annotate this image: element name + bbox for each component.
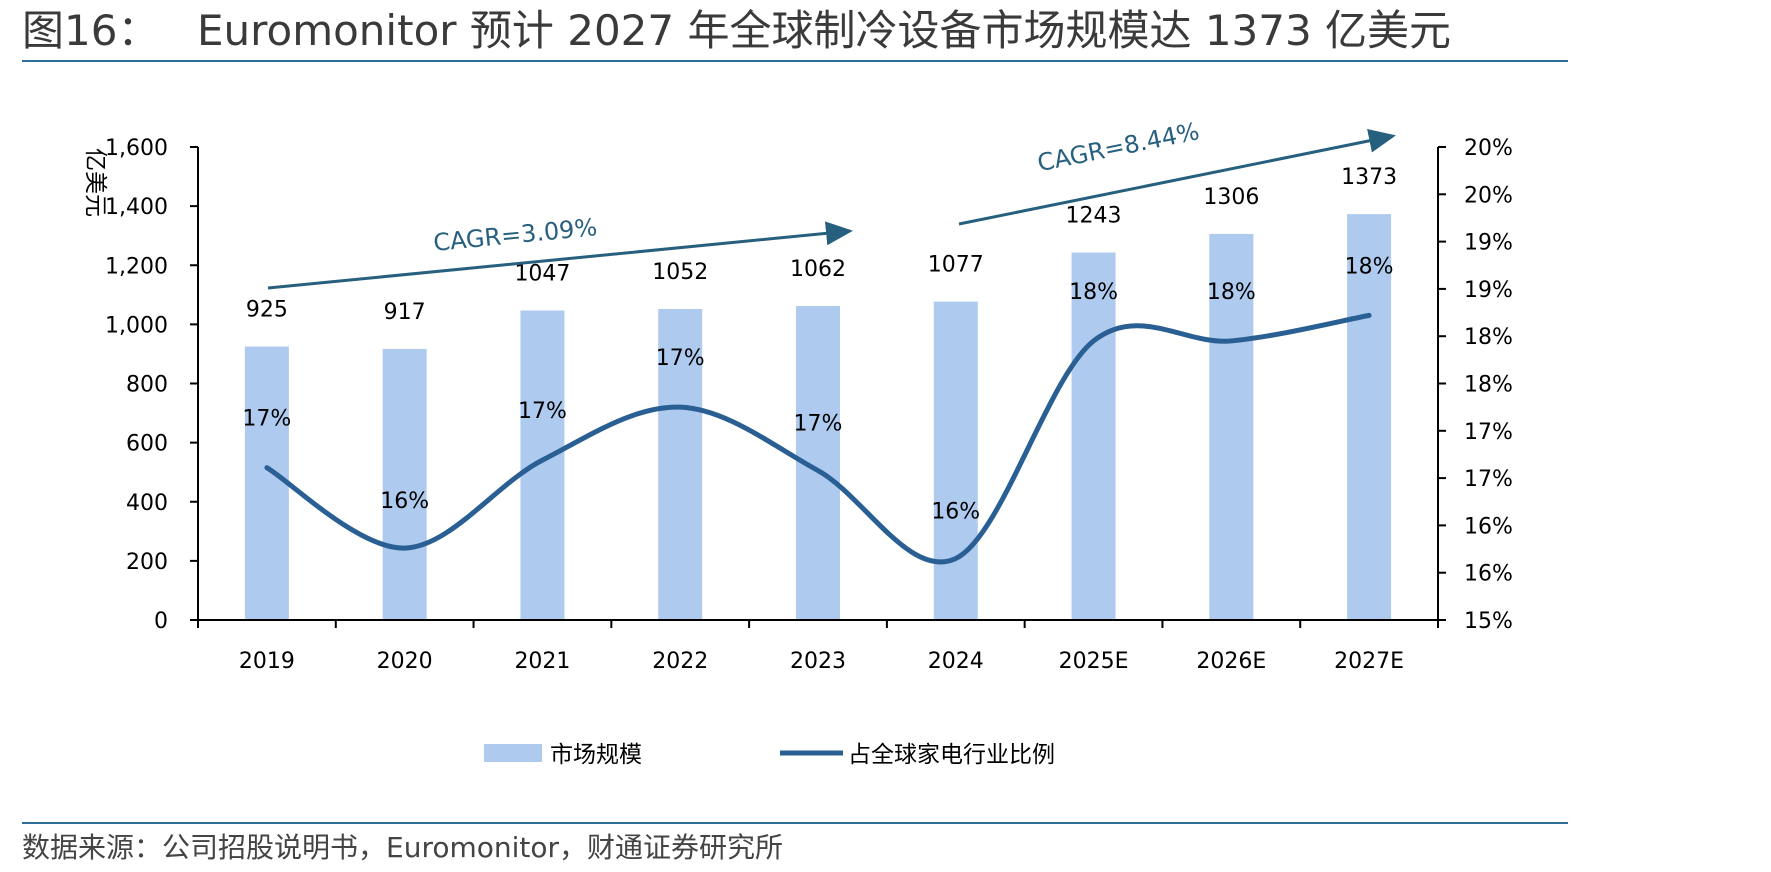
line-value-label: 16% [380, 489, 429, 514]
y-left-tick-label: 800 [126, 373, 168, 398]
y-right-tick-label: 19% [1464, 231, 1513, 256]
y-right-tick-label: 16% [1464, 562, 1513, 587]
source-rule [22, 822, 1568, 824]
bar-value-label: 1306 [1203, 185, 1259, 210]
x-tick-label: 2022 [652, 649, 708, 674]
x-tick-label: 2020 [377, 649, 433, 674]
cagr-arrow [267, 221, 853, 290]
x-tick-label: 2026E [1196, 649, 1266, 674]
y-left-tick-label: 0 [154, 609, 168, 634]
bar [658, 309, 703, 620]
line-value-label: 17% [656, 346, 705, 371]
y-right-tick-label: 18% [1464, 325, 1513, 350]
y-axis-title: 亿美元 [82, 148, 108, 217]
source-note: 数据来源：公司招股说明书，Euromonitor，财通证券研究所 [22, 831, 784, 864]
line-value-label: 18% [1345, 254, 1394, 279]
cagr-label: CAGR=8.44% [1035, 117, 1202, 177]
bar [1071, 252, 1116, 620]
line-series [264, 312, 1372, 565]
data-labels: 925 917 1047 1052 1062 1077 1243 1306 1373 17% 16%… [242, 165, 1397, 524]
bar [933, 301, 978, 620]
bar-value-label: 925 [246, 298, 288, 323]
bar-value-label: 1243 [1066, 204, 1122, 229]
bar-value-label: 1052 [652, 260, 708, 285]
y-left-tick-label: 400 [126, 491, 168, 516]
legend-label-bar: 市场规模 [550, 742, 642, 768]
bar [1209, 233, 1254, 620]
y-left-tick-label: 1,200 [105, 254, 168, 279]
y-left-tick-label: 200 [126, 550, 168, 575]
title-rule [22, 60, 1568, 62]
bar [382, 348, 427, 620]
x-tick-label: 2019 [239, 649, 295, 674]
y-right-tick-label: 15% [1464, 609, 1513, 634]
legend-swatch-bar [484, 744, 542, 762]
bar-value-label: 1373 [1341, 165, 1397, 190]
legend-label-line: 占全球家电行业比例 [848, 742, 1055, 768]
y-right-tick-label: 17% [1464, 420, 1513, 445]
cagr-label: CAGR=3.09% [432, 213, 598, 257]
bar-value-label: 1047 [514, 261, 570, 286]
line-value-label: 18% [1069, 280, 1118, 305]
y-left-tick-label: 1,000 [105, 313, 168, 338]
y-left-tick-label: 600 [126, 432, 168, 457]
y-right-tick-label: 18% [1464, 373, 1513, 398]
figure-title-text: Euromonitor 预计 2027 年全球制冷设备市场规模达 1373 亿美… [197, 6, 1452, 55]
y-right-tick-label: 16% [1464, 514, 1513, 539]
bar [244, 346, 289, 620]
figure-title: 图16： Euromonitor 预计 2027 年全球制冷设备市场规模达 137… [22, 6, 1451, 56]
line-value-label: 18% [1207, 280, 1256, 305]
line-value-label: 17% [242, 407, 291, 432]
axes: 0 200 400 600 800 1,000 1,200 1,400 1,600 15% 16% 1… [82, 136, 1513, 674]
line-value-label: 17% [794, 412, 843, 437]
bar-value-label: 1062 [790, 257, 846, 282]
bar [520, 310, 565, 620]
series-line [264, 312, 1372, 565]
line-value-label: 17% [518, 399, 567, 424]
cagr-arrow [958, 129, 1396, 226]
x-tick-label: 2023 [790, 649, 846, 674]
bar-value-label: 1077 [928, 253, 984, 278]
y-right-tick-label: 17% [1464, 467, 1513, 492]
y-right-tick-label: 20% [1464, 136, 1513, 161]
y-left-tick-label: 1,400 [105, 195, 168, 220]
y-left-tick-label: 1,600 [105, 136, 168, 161]
x-tick-label: 2024 [928, 649, 984, 674]
y-right-tick-label: 20% [1464, 183, 1513, 208]
x-tick-label: 2027E [1334, 649, 1404, 674]
x-tick-label: 2021 [514, 649, 570, 674]
legend: 市场规模 占全球家电行业比例 [484, 742, 1055, 768]
bar-series [244, 214, 1392, 620]
figure-label: 图16： [22, 6, 160, 55]
y-right-tick-label: 19% [1464, 278, 1513, 303]
bar [1347, 214, 1392, 620]
line-value-label: 16% [931, 500, 980, 525]
bar-value-label: 917 [384, 300, 426, 325]
x-tick-label: 2025E [1059, 649, 1129, 674]
